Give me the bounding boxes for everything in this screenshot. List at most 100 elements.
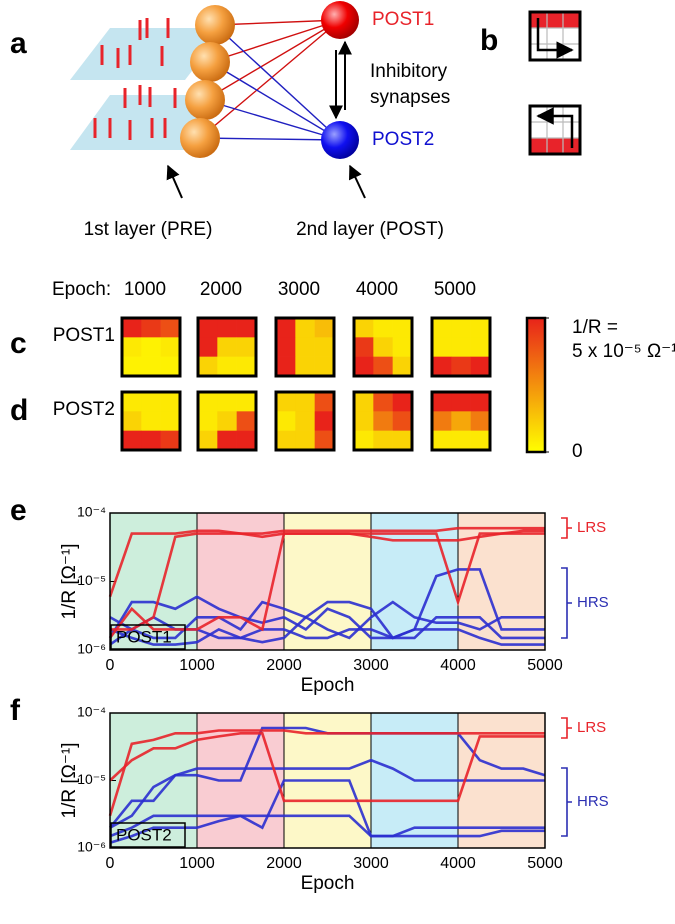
post1-neuron	[321, 1, 359, 39]
panel-label: a	[10, 27, 27, 60]
heatmap-cell	[160, 430, 181, 451]
y-axis-label: 1/R [Ω⁻¹]	[59, 743, 80, 819]
y-tick-label: 10⁻⁶	[77, 641, 106, 657]
x-tick-label: 3000	[353, 855, 389, 872]
heatmap-frame	[274, 316, 336, 378]
heatmap-frame	[352, 316, 414, 378]
inset-label: POST2	[116, 825, 172, 844]
heatmap-cell	[141, 430, 161, 451]
heatmap-cell	[198, 392, 218, 412]
heatmap-cell	[295, 318, 315, 338]
heatmap-cell	[236, 337, 257, 357]
pre-neuron	[190, 42, 230, 82]
inset-frame	[110, 624, 186, 650]
x-tick-label: 1000	[179, 657, 215, 674]
heatmap-cell	[276, 337, 296, 357]
pattern-box	[528, 10, 582, 62]
pre-label: 1st layer (PRE)	[84, 219, 213, 240]
heatmap-cell	[276, 356, 296, 377]
heatmap-cell	[451, 356, 471, 377]
heatmap-cell	[276, 430, 296, 451]
heatmap-cell	[236, 318, 257, 338]
y-tick-label: 10⁻⁴	[77, 504, 106, 520]
heatmap-cell	[354, 430, 374, 451]
heatmap-cell	[470, 430, 491, 451]
epoch-label: Epoch:	[52, 279, 111, 300]
series-line	[109, 732, 545, 803]
heatmap-cell	[198, 318, 218, 338]
annotation: HRS	[577, 793, 609, 810]
heatmap-cell	[354, 356, 374, 377]
heatmap-cell	[122, 337, 142, 357]
post1-label: POST1	[372, 9, 434, 30]
heatmap-cell	[122, 356, 142, 377]
heatmap-frame	[196, 390, 258, 452]
heatmap-cell	[432, 430, 452, 451]
synapses	[199, 19, 341, 141]
panel-label: e	[10, 494, 27, 527]
bracket	[561, 767, 572, 837]
panel-label: b	[480, 24, 498, 57]
heatmap-cell	[432, 356, 452, 377]
heatmap-cell	[236, 430, 257, 451]
heatmap-cell	[314, 356, 335, 377]
x-tick-label: 4000	[440, 855, 476, 872]
heatmap-cell	[160, 337, 181, 357]
heatmap-cell	[217, 337, 237, 357]
heatmap-cell	[314, 318, 335, 338]
series-line	[108, 758, 545, 829]
heatmap-frame	[196, 316, 258, 378]
heatmap-cell	[236, 356, 257, 377]
panel-label: f	[10, 694, 21, 727]
inhibitory-label: synapses	[370, 87, 450, 108]
heatmap-cell	[432, 318, 452, 338]
heatmap-cell	[432, 337, 452, 357]
heatmap-cell	[141, 337, 161, 357]
heatmap-cell	[141, 392, 161, 412]
x-tick-label: 2000	[266, 657, 302, 674]
heatmap-cell	[141, 356, 161, 377]
colorbar-tick-label: 0	[572, 441, 583, 462]
heatmap-cell	[373, 392, 393, 412]
heatmap-frame	[430, 390, 492, 452]
heatmap-cell	[160, 318, 181, 338]
heatmap-cell	[295, 392, 315, 412]
x-axis-label: Epoch	[301, 675, 355, 696]
heatmap-frame	[274, 390, 336, 452]
heatmap-cell	[217, 318, 237, 338]
epoch-value: 4000	[356, 279, 398, 300]
heatmap-cell	[373, 356, 393, 377]
epoch-value: 3000	[278, 279, 320, 300]
heatmap-frame	[430, 316, 492, 378]
heatmap-cell	[354, 318, 374, 338]
colorbar	[525, 316, 547, 454]
pattern-arrow	[536, 107, 574, 148]
heatmap-cell	[295, 430, 315, 451]
pattern-box	[528, 104, 582, 156]
pointer-arrow	[349, 164, 366, 199]
heatmap-cell	[122, 430, 142, 451]
annotation: HRS	[577, 594, 609, 611]
inhibitory-label: Inhibitory	[370, 61, 448, 82]
pattern-grid	[530, 12, 580, 60]
heatmap-cell	[295, 356, 315, 377]
heatmap-cell	[160, 411, 181, 431]
series-line	[109, 779, 545, 844]
x-tick-label: 5000	[527, 657, 563, 674]
bracket	[561, 517, 572, 539]
heatmap-cell	[141, 318, 161, 338]
plot-frame	[109, 712, 546, 849]
y-axis-label: 1/R [Ω⁻¹]	[59, 544, 80, 620]
heatmap-cell	[295, 337, 315, 357]
heatmap-cell	[392, 337, 413, 357]
heatmap-cell	[198, 430, 218, 451]
series-line	[109, 814, 545, 838]
post2-neuron	[321, 121, 359, 159]
x-tick-label: 2000	[266, 855, 302, 872]
heatmap-cell	[236, 392, 257, 412]
pre-neuron	[180, 118, 220, 158]
pattern-grid	[530, 106, 580, 154]
panel-label: d	[10, 394, 28, 427]
series-line	[108, 568, 545, 640]
